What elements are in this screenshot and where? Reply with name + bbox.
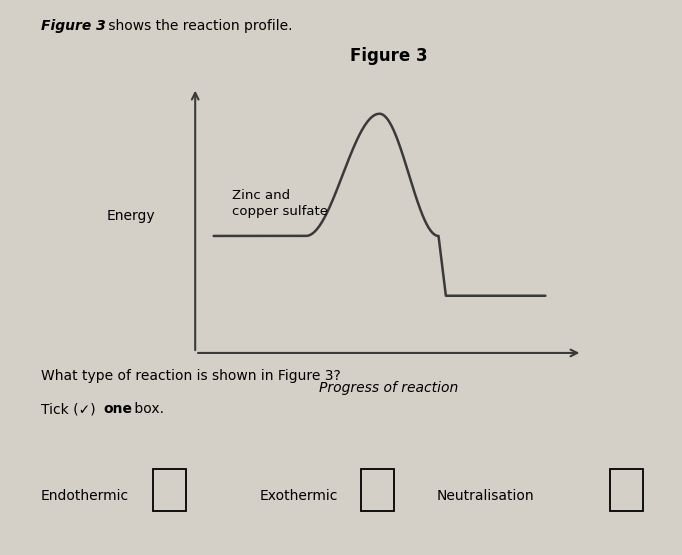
Text: Endothermic: Endothermic	[41, 489, 129, 503]
Text: box.: box.	[130, 402, 164, 416]
Text: Tick (✓): Tick (✓)	[41, 402, 100, 416]
Text: Figure 3: Figure 3	[41, 19, 106, 33]
Text: Progress of reaction: Progress of reaction	[319, 381, 458, 395]
Text: Neutralisation: Neutralisation	[436, 489, 534, 503]
Title: Figure 3: Figure 3	[350, 47, 428, 65]
Text: one: one	[104, 402, 133, 416]
Text: Energy: Energy	[106, 209, 155, 224]
Text: Zinc and
copper sulfate: Zinc and copper sulfate	[232, 189, 328, 218]
Text: What type of reaction is shown in Figure 3?: What type of reaction is shown in Figure…	[41, 369, 341, 383]
Text: Exothermic: Exothermic	[259, 489, 338, 503]
Text: shows the reaction profile.: shows the reaction profile.	[104, 19, 292, 33]
